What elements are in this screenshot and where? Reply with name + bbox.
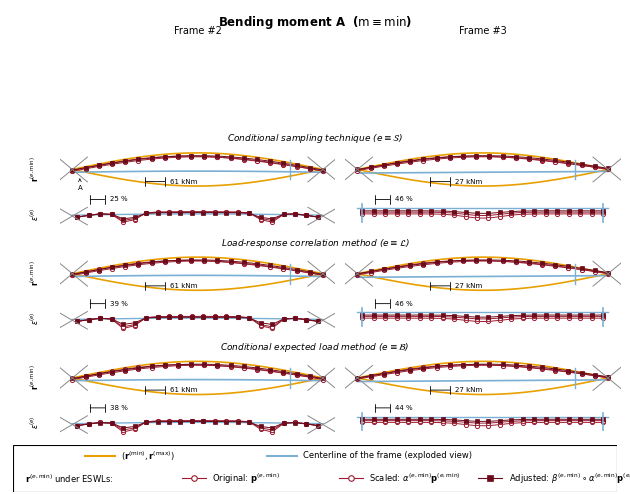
Text: 61 kNm: 61 kNm [170,179,197,185]
Text: $(\mathbf{r}^{(\min)}, \mathbf{r}^{(\max)})$: $(\mathbf{r}^{(\min)}, \mathbf{r}^{(\max… [122,449,176,462]
Text: $\varepsilon^{(e)}$: $\varepsilon^{(e)}$ [29,415,41,429]
Text: Original: $\mathbf{p}^{(e,\min)}$: Original: $\mathbf{p}^{(e,\min)}$ [212,471,280,486]
Text: 46 %: 46 % [395,197,413,203]
Text: 61 kNm: 61 kNm [170,387,197,393]
Text: 61 kNm: 61 kNm [170,283,197,289]
Text: $\mathbf{r}^{(e,\mathrm{min})}$: $\mathbf{r}^{(e,\mathrm{min})}$ [29,261,41,286]
Text: $\varepsilon^{(e)}$: $\varepsilon^{(e)}$ [29,207,41,221]
Text: $\mathbf{r}^{(e,\min)}$ under ESWLs:: $\mathbf{r}^{(e,\min)}$ under ESWLs: [25,472,113,485]
Text: 27 kNm: 27 kNm [455,387,483,393]
Text: 27 kNm: 27 kNm [455,283,483,289]
Text: Load-response correlation method ($e \equiv \mathcal{L}$): Load-response correlation method ($e \eq… [220,237,410,249]
Text: Centerline of the frame (exploded view): Centerline of the frame (exploded view) [303,452,472,460]
Text: A: A [77,179,83,191]
Text: Conditional sampling technique ($e \equiv \mathcal{S}$): Conditional sampling technique ($e \equi… [227,132,403,145]
Text: Scaled: $\alpha^{(e,\min)}\mathbf{p}^{(e,\min)}$: Scaled: $\alpha^{(e,\min)}\mathbf{p}^{(e… [369,471,461,486]
Text: Adjusted: $\beta^{(e,\min)} \circ \alpha^{(e,\min)}\mathbf{p}^{(e,\min)}$: Adjusted: $\beta^{(e,\min)} \circ \alpha… [508,471,630,486]
Text: Bending moment $\mathbf{A}$  ($\mathrm{m} \equiv \min$): Bending moment $\mathbf{A}$ ($\mathrm{m}… [218,14,412,31]
Text: 38 %: 38 % [110,405,128,411]
Text: Frame #2: Frame #2 [174,26,222,36]
Text: $\varepsilon^{(e)}$: $\varepsilon^{(e)}$ [29,311,41,325]
Text: 46 %: 46 % [395,301,413,307]
Text: 27 kNm: 27 kNm [455,179,483,185]
Text: Frame #3: Frame #3 [459,26,507,36]
Text: $\mathbf{r}^{(e,\mathrm{min})}$: $\mathbf{r}^{(e,\mathrm{min})}$ [29,157,41,182]
Text: 44 %: 44 % [395,405,413,411]
Text: $\mathbf{r}^{(e,\mathrm{min})}$: $\mathbf{r}^{(e,\mathrm{min})}$ [29,365,41,390]
Text: 25 %: 25 % [110,197,128,203]
Text: Conditional expected load method ($e \equiv \mathcal{B}$): Conditional expected load method ($e \eq… [220,341,410,354]
Text: 39 %: 39 % [110,301,128,307]
